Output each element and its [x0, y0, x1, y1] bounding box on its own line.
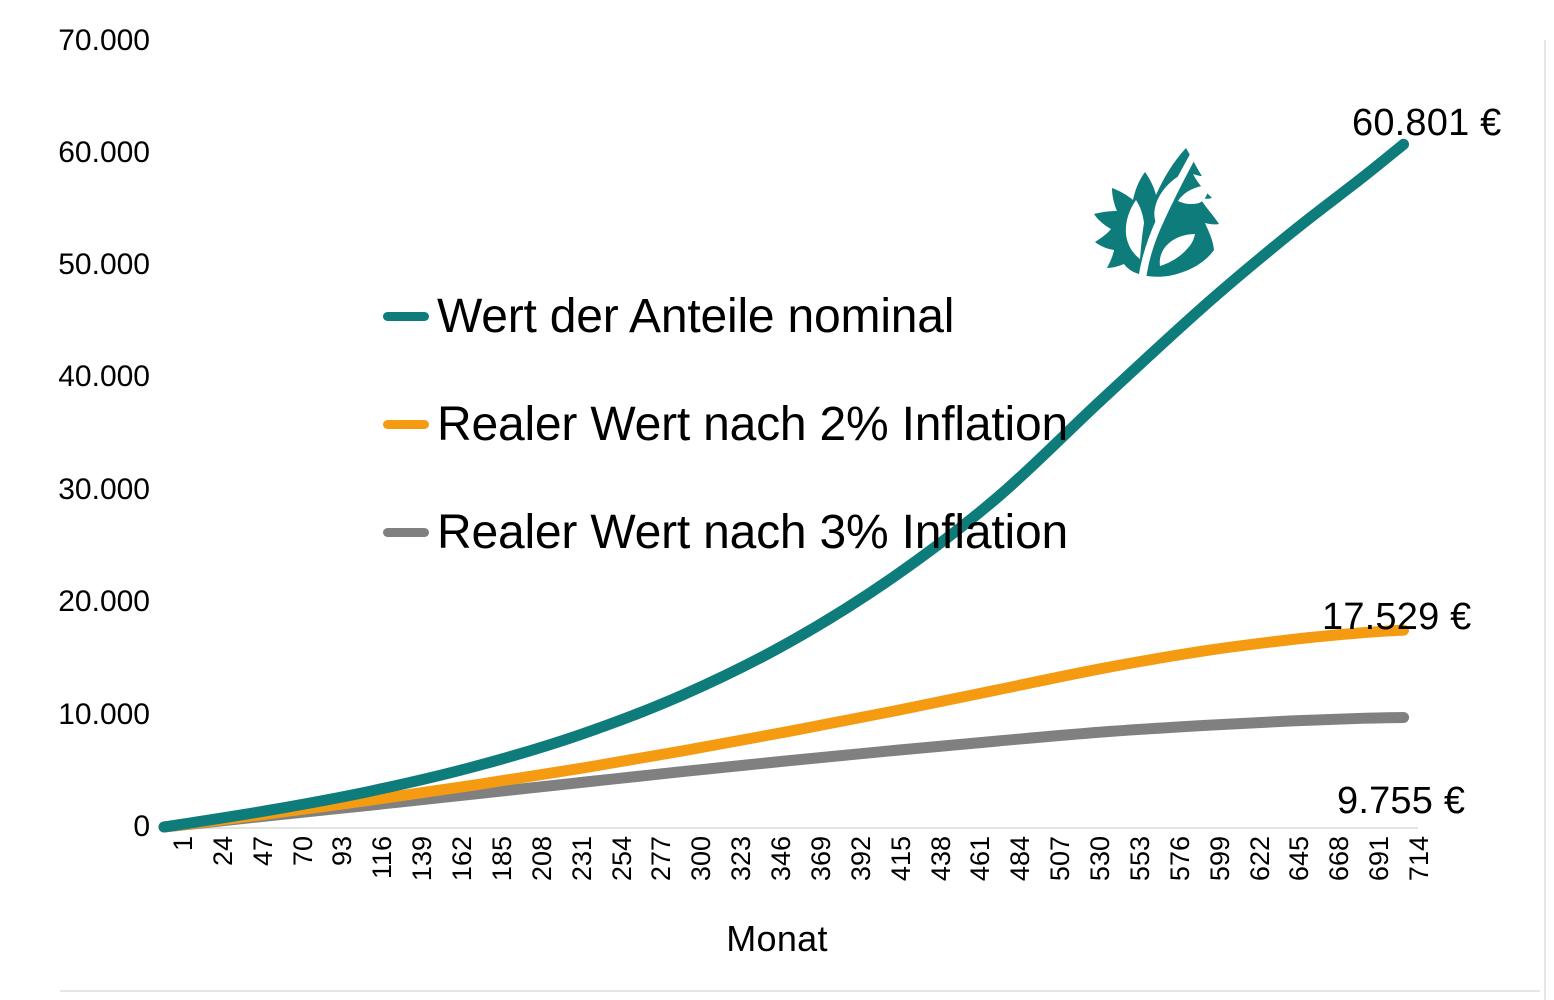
y-axis-tick-labels: 70.000 60.000 50.000 40.000 30.000 20.00…: [0, 0, 150, 860]
series-svg: [158, 138, 1410, 833]
x-tick-599: 599: [1204, 836, 1235, 882]
legend-item-nominal[interactable]: Wert der Anteile nominal: [383, 262, 1143, 370]
x-tick-484: 484: [1005, 836, 1036, 882]
x-axis-tick-labels: 1 24 47 70 93 116 139 162 185 208 231 254 277 300 323 3…: [160, 836, 1440, 916]
x-tick-1: 1: [168, 836, 198, 852]
leaf-logo: [1086, 142, 1226, 282]
legend-swatch-nominal: [383, 311, 429, 321]
chart-legend: Wert der Anteile nominal Realer Wert nac…: [383, 262, 1143, 586]
legend-item-infl3[interactable]: Realer Wert nach 3% Inflation: [383, 478, 1143, 586]
x-tick-438: 438: [925, 836, 956, 882]
plot-area: [158, 30, 1550, 833]
y-tick-70000: 70.000: [58, 24, 150, 57]
y-tick-30000: 30.000: [58, 473, 150, 506]
y-tick-10000: 10.000: [58, 698, 150, 731]
x-tick-93: 93: [327, 836, 358, 867]
series-line-nominal: [158, 138, 1410, 833]
x-tick-691: 691: [1364, 836, 1395, 882]
x-tick-668: 668: [1324, 836, 1355, 882]
y-tick-40000: 40.000: [58, 360, 150, 393]
x-tick-24: 24: [207, 836, 238, 867]
y-tick-50000: 50.000: [58, 248, 150, 281]
x-tick-254: 254: [606, 836, 637, 882]
x-tick-116: 116: [367, 836, 398, 880]
legend-label-infl2: Realer Wert nach 2% Inflation: [437, 397, 1068, 451]
y-tick-20000: 20.000: [58, 585, 150, 618]
slide-frame-right: [1544, 40, 1546, 1000]
legend-label-nominal: Wert der Anteile nominal: [437, 289, 955, 343]
x-tick-300: 300: [686, 836, 717, 882]
x-tick-323: 323: [726, 836, 757, 882]
x-tick-392: 392: [845, 836, 876, 882]
x-tick-369: 369: [805, 836, 836, 882]
x-tick-231: 231: [566, 836, 597, 882]
endpoint-label-infl2: 17.529 €: [1322, 596, 1472, 638]
x-tick-185: 185: [486, 836, 517, 882]
x-axis-line: [160, 827, 1418, 829]
x-axis-title: Monat: [726, 918, 828, 959]
x-tick-553: 553: [1124, 836, 1155, 882]
series-line-infl2: [158, 624, 1410, 833]
legend-swatch-infl2: [383, 419, 429, 429]
x-tick-139: 139: [407, 836, 438, 882]
x-tick-714: 714: [1404, 836, 1435, 882]
x-tick-622: 622: [1244, 836, 1275, 882]
x-tick-47: 47: [247, 836, 278, 867]
slide-frame-bottom: [60, 990, 1540, 992]
x-tick-507: 507: [1045, 836, 1076, 882]
x-tick-576: 576: [1164, 836, 1195, 882]
endpoint-label-infl3: 9.755 €: [1337, 780, 1466, 822]
leaf-logo-icon: [1094, 148, 1219, 278]
y-tick-60000: 60.000: [58, 136, 150, 169]
endpoint-label-nominal: 60.801 €: [1352, 102, 1502, 144]
x-tick-208: 208: [526, 836, 557, 882]
x-tick-277: 277: [646, 836, 677, 882]
x-tick-415: 415: [885, 836, 916, 882]
legend-swatch-infl3: [383, 527, 429, 537]
legend-item-infl2[interactable]: Realer Wert nach 2% Inflation: [383, 370, 1143, 478]
y-tick-0: 0: [133, 810, 150, 843]
x-tick-162: 162: [447, 836, 478, 882]
legend-label-infl3: Realer Wert nach 3% Inflation: [437, 505, 1068, 559]
x-tick-645: 645: [1284, 836, 1315, 882]
x-tick-70: 70: [287, 836, 318, 867]
x-tick-346: 346: [766, 836, 797, 882]
x-tick-461: 461: [965, 836, 996, 882]
x-tick-530: 530: [1085, 836, 1116, 882]
